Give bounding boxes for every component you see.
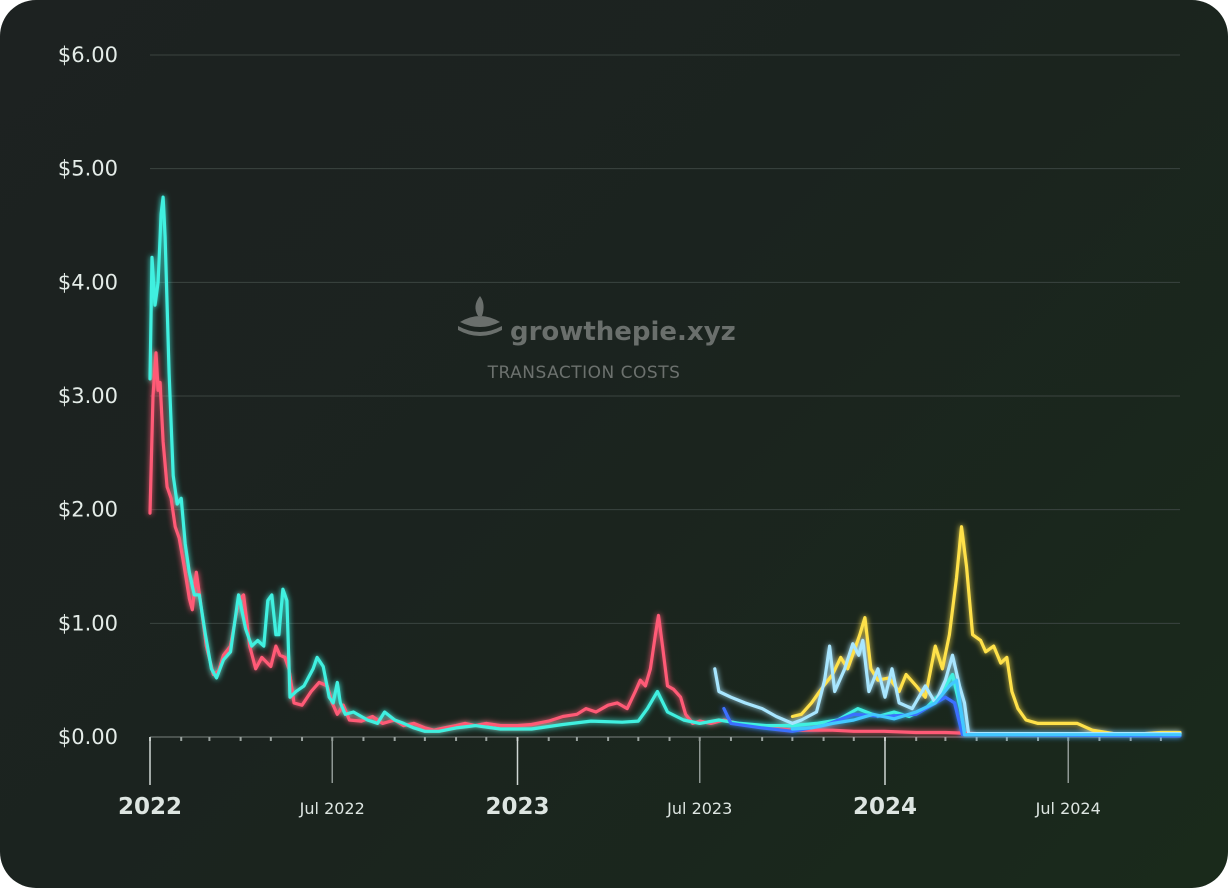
- x-tick-label: Jul 2023: [666, 799, 732, 818]
- watermark-brand: growthepie.xyz: [510, 317, 736, 347]
- y-tick-label: $6.00: [58, 43, 118, 67]
- series-line-6: [790, 678, 1182, 737]
- grid-lines: [150, 54, 1180, 738]
- series-lines: [148, 195, 1182, 738]
- x-tick-label: 2023: [485, 794, 549, 820]
- pie-logo-icon: [458, 296, 502, 336]
- y-tick-label: $4.00: [58, 270, 118, 294]
- x-tick-label: Jul 2024: [1035, 799, 1101, 818]
- series-line-2: [148, 195, 1182, 737]
- y-axis: $0.00 $1.00 $2.00 $3.00 $4.00 $5.00 $6.00: [58, 43, 118, 749]
- x-tick-label: Jul 2022: [299, 799, 365, 818]
- series-line-4: [713, 638, 1182, 736]
- x-tick-label: 2024: [853, 794, 917, 820]
- y-tick-label: $3.00: [58, 384, 118, 408]
- x-tick-label: 2022: [118, 794, 182, 820]
- series-line-3: [790, 525, 1182, 736]
- watermark: growthepie.xyz TRANSACTION COSTS: [458, 296, 736, 383]
- y-tick-label: $2.00: [58, 498, 118, 522]
- x-axis: 2022 Jul 2022 2023 Jul 2023 2024 Jul 2024: [118, 737, 1162, 820]
- watermark-subtitle: TRANSACTION COSTS: [487, 363, 681, 383]
- y-tick-label: $1.00: [58, 611, 118, 635]
- y-tick-label: $5.00: [58, 157, 118, 181]
- y-tick-label: $0.00: [58, 725, 118, 749]
- series-line-1: [148, 351, 1182, 737]
